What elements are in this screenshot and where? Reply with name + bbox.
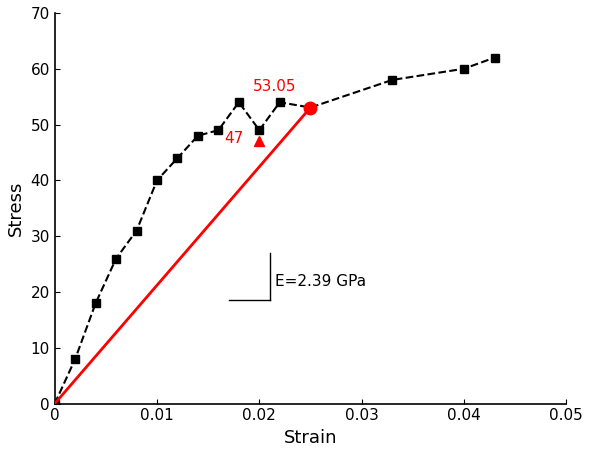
Text: 47: 47 [225, 131, 244, 146]
X-axis label: Strain: Strain [284, 429, 337, 447]
Text: E=2.39 GPa: E=2.39 GPa [275, 274, 366, 289]
Y-axis label: Stress: Stress [7, 181, 25, 236]
Text: 53.05: 53.05 [253, 79, 296, 94]
